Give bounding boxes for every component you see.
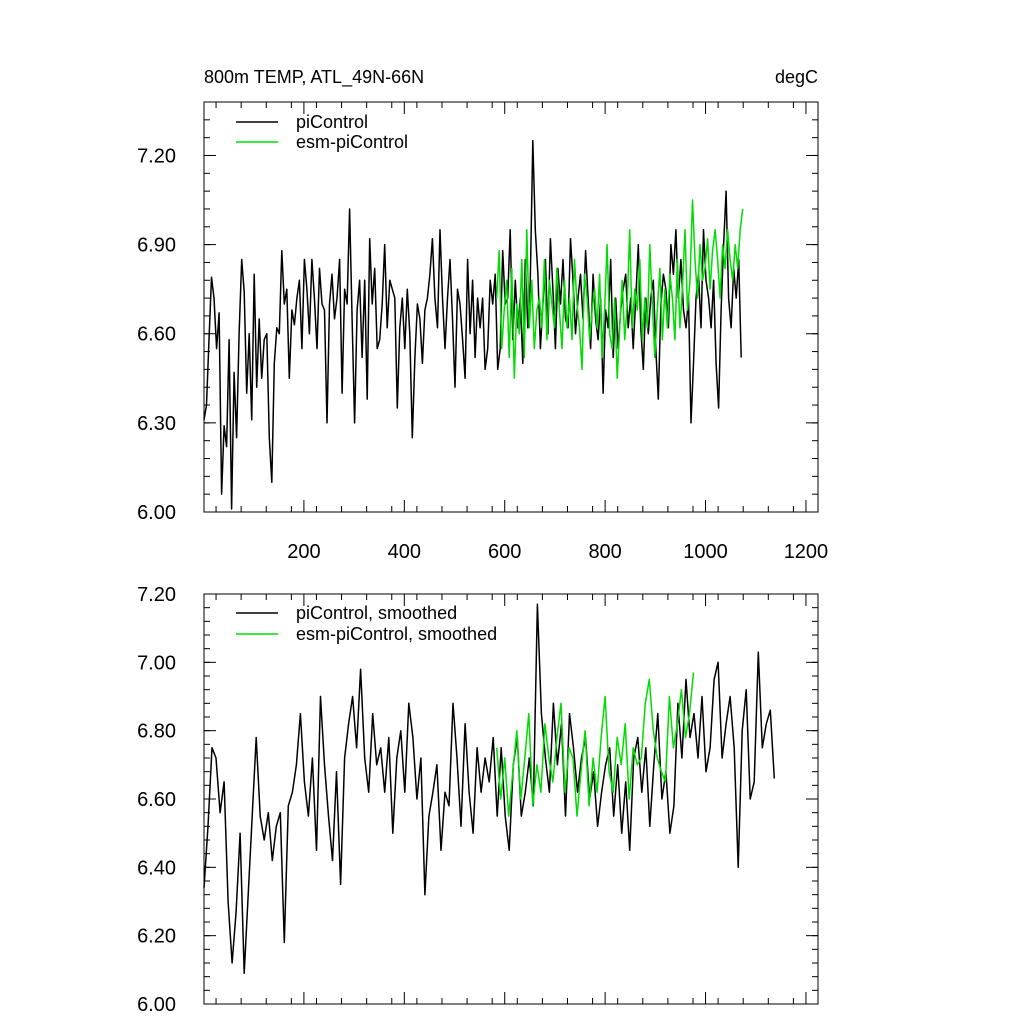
legend-label-esm-picontrol-smoothed: esm-piControl, smoothed [296,624,497,644]
top-panel-x-tick-labels: 200 400 600 800 1000 1200 [287,541,828,563]
y-tick-label: 6.80 [137,721,176,743]
y-tick-label: 6.00 [137,502,176,524]
top-panel-frame [203,101,819,513]
x-tick-label: 1000 [683,541,728,563]
series-line-esm-picontrol-smoothed [495,672,695,817]
legend-label-esm-picontrol: esm-piControl [296,132,408,152]
x-tick-label: 600 [488,541,521,563]
y-tick-label: 7.20 [137,145,176,167]
x-tick-label: 200 [287,541,320,563]
y-tick-label: 6.60 [137,324,176,346]
top-panel-title: 800m TEMP, ATL_49N-66N [204,67,424,88]
y-tick-label: 6.20 [137,926,176,948]
y-tick-label: 7.00 [137,652,176,674]
bottom-panel-frame [203,593,819,1005]
y-tick-label: 6.90 [137,235,176,257]
legend-label-picontrol-smoothed: piControl, smoothed [296,603,457,623]
legend-label-picontrol: piControl [296,112,368,132]
top-panel-units: degC [775,67,818,87]
top-panel-legend: piControl esm-piControl [236,112,408,152]
bottom-panel-lines [203,603,776,975]
bottom-panel-y-tick-labels: 6.00 6.20 6.40 6.60 6.80 7.00 7.20 [137,584,176,1016]
x-tick-label: 800 [588,541,621,563]
y-tick-label: 7.20 [137,584,176,606]
x-tick-label: 400 [388,541,421,563]
y-tick-label: 6.60 [137,789,176,811]
series-line-picontrol [203,139,742,510]
y-tick-label: 6.40 [137,857,176,879]
series-line-picontrol-smoothed [203,603,776,975]
y-tick-label: 6.00 [137,994,176,1016]
x-tick-label: 1200 [784,541,829,563]
top-panel-y-tick-labels: 6.00 6.30 6.60 6.90 7.20 [137,145,176,524]
y-tick-label: 6.30 [137,413,176,435]
top-panel-lines [203,139,744,510]
bottom-panel-legend: piControl, smoothed esm-piControl, smoot… [236,603,497,644]
series-line-esm-picontrol [495,199,744,380]
